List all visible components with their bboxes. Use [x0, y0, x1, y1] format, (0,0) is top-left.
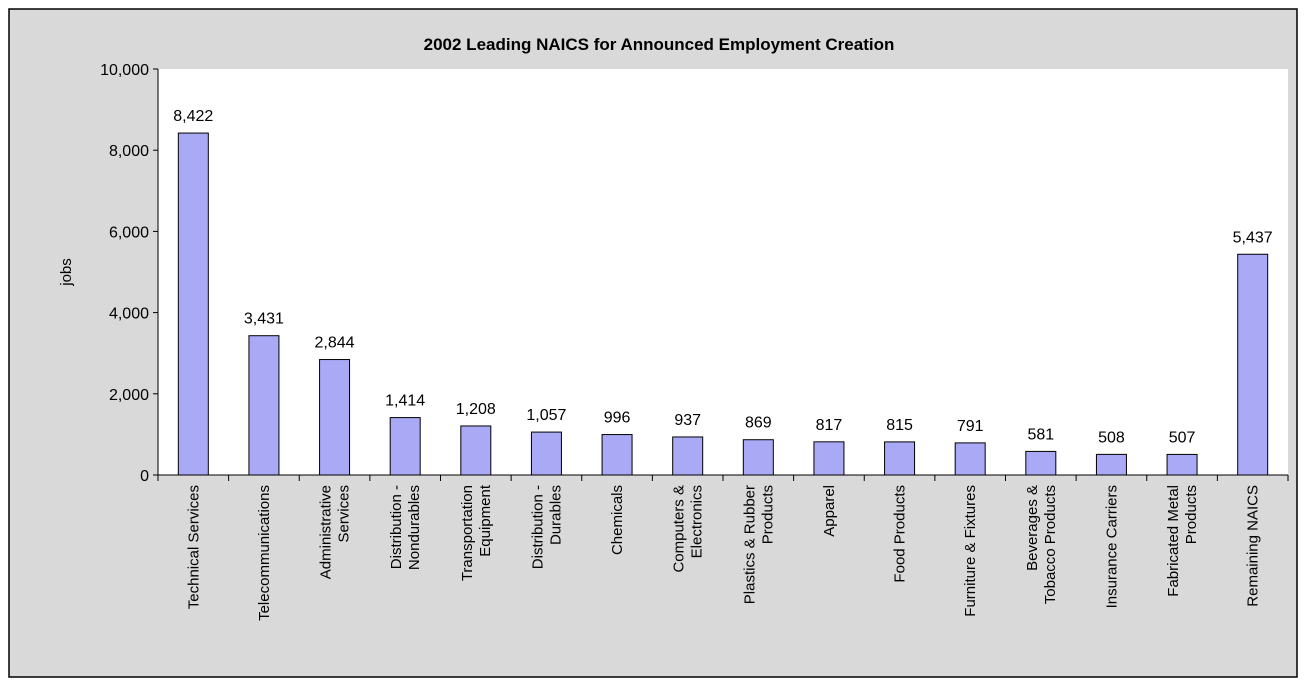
y-ticks: 0 2,000 4,000 6,000 8,000 10,000: [100, 62, 158, 485]
x-category-line: Transportation: [459, 485, 476, 581]
x-category-label: Apparel: [821, 485, 838, 537]
x-category-label: Furniture & Fixtures: [962, 485, 979, 617]
data-label: 817: [816, 417, 843, 434]
data-label: 869: [745, 415, 772, 432]
y-tick-label: 6,000: [109, 224, 149, 241]
x-category-label: Chemicals: [609, 485, 626, 555]
x-category-label: Computers & Electronics: [671, 485, 706, 573]
x-category-line: Distribution -: [529, 485, 546, 569]
x-category-line: Durables: [547, 485, 564, 545]
bar: [1025, 450, 1057, 476]
y-tick-label: 2,000: [109, 387, 149, 404]
data-label: 581: [1027, 426, 1054, 443]
x-category-label: Fabricated Metal Products: [1165, 485, 1200, 597]
bar: [177, 132, 209, 476]
x-category-label: Technical Services: [185, 485, 202, 609]
x-category-line: Food Products: [892, 485, 909, 583]
x-category-line: Telecommunications: [256, 485, 273, 621]
x-category-line: Electronics: [689, 485, 706, 558]
x-category-line: Chemicals: [609, 485, 626, 555]
y-tick-label: 8,000: [109, 143, 149, 160]
y-tick-label: 10,000: [100, 62, 149, 79]
bar: [1237, 253, 1269, 476]
x-category-line: Furniture & Fixtures: [962, 485, 979, 617]
x-category-label: Remaining NAICS: [1245, 485, 1262, 607]
x-category-label: Distribution - Durables: [529, 485, 564, 569]
data-label: 5,437: [1233, 229, 1273, 246]
bar: [813, 441, 845, 476]
x-category-label: Food Products: [892, 485, 909, 583]
x-category-line: Beverages &: [1024, 485, 1041, 571]
x-category-label: Distribution - Nondurables: [388, 485, 423, 570]
bar: [601, 434, 633, 476]
data-label: 507: [1169, 429, 1196, 446]
chart-title: 2002 Leading NAICS for Announced Employm…: [424, 35, 895, 54]
x-category-line: Apparel: [821, 485, 838, 537]
bar: [1166, 453, 1198, 476]
x-category-line: Fabricated Metal: [1165, 485, 1182, 597]
x-categories: Technical Services Telecommunications Admi…: [185, 484, 1261, 621]
x-category-line: Products: [759, 485, 776, 544]
x-category-line: Plastics & Rubber: [741, 485, 758, 604]
x-category-line: Distribution -: [388, 485, 405, 569]
x-category-label: Insurance Carriers: [1103, 485, 1120, 608]
x-category-line: Administrative: [318, 485, 335, 579]
x-category-line: Equipment: [477, 484, 494, 557]
data-label: 1,208: [456, 401, 496, 418]
x-category-line: Products: [1183, 485, 1200, 544]
bar: [954, 442, 986, 476]
bar: [742, 439, 774, 476]
x-category-line: Insurance Carriers: [1103, 485, 1120, 608]
data-label: 2,844: [315, 335, 355, 352]
data-label: 3,431: [244, 311, 284, 328]
bar: [1095, 453, 1127, 476]
data-label: 1,414: [385, 393, 425, 410]
bar: [319, 359, 351, 476]
data-label: 937: [674, 412, 701, 429]
bar: [672, 436, 704, 476]
bar: [460, 425, 492, 476]
x-category-line: Services: [336, 485, 353, 543]
x-category-label: Plastics & Rubber Products: [741, 485, 776, 604]
data-label: 791: [957, 418, 984, 435]
x-category-label: Telecommunications: [256, 485, 273, 621]
x-category-line: Tobacco Products: [1042, 485, 1059, 604]
bar: [248, 335, 280, 476]
data-label: 996: [604, 410, 631, 427]
data-label: 8,422: [173, 108, 213, 125]
y-tick-label: 0: [140, 468, 149, 485]
bars: [177, 132, 1269, 476]
x-category-label: Transportation Equipment: [459, 484, 494, 581]
bar: [389, 417, 421, 476]
data-label: 508: [1098, 429, 1125, 446]
x-category-line: Nondurables: [406, 485, 423, 570]
x-category-label: Administrative Services: [318, 485, 353, 579]
x-category-line: Remaining NAICS: [1245, 485, 1262, 607]
y-tick-label: 4,000: [109, 306, 149, 323]
x-category-line: Computers &: [671, 485, 688, 573]
x-category-label: Beverages & Tobacco Products: [1024, 485, 1059, 604]
data-label: 1,057: [526, 407, 566, 424]
bar: [884, 441, 916, 476]
data-labels: 8,422 3,431 2,844 1,414 1,208 1,057 996 937 869 8…: [173, 108, 1273, 446]
data-label: 815: [886, 417, 913, 434]
x-category-line: Technical Services: [185, 485, 202, 609]
y-axis-label: jobs: [58, 258, 75, 287]
bar: [530, 431, 562, 476]
